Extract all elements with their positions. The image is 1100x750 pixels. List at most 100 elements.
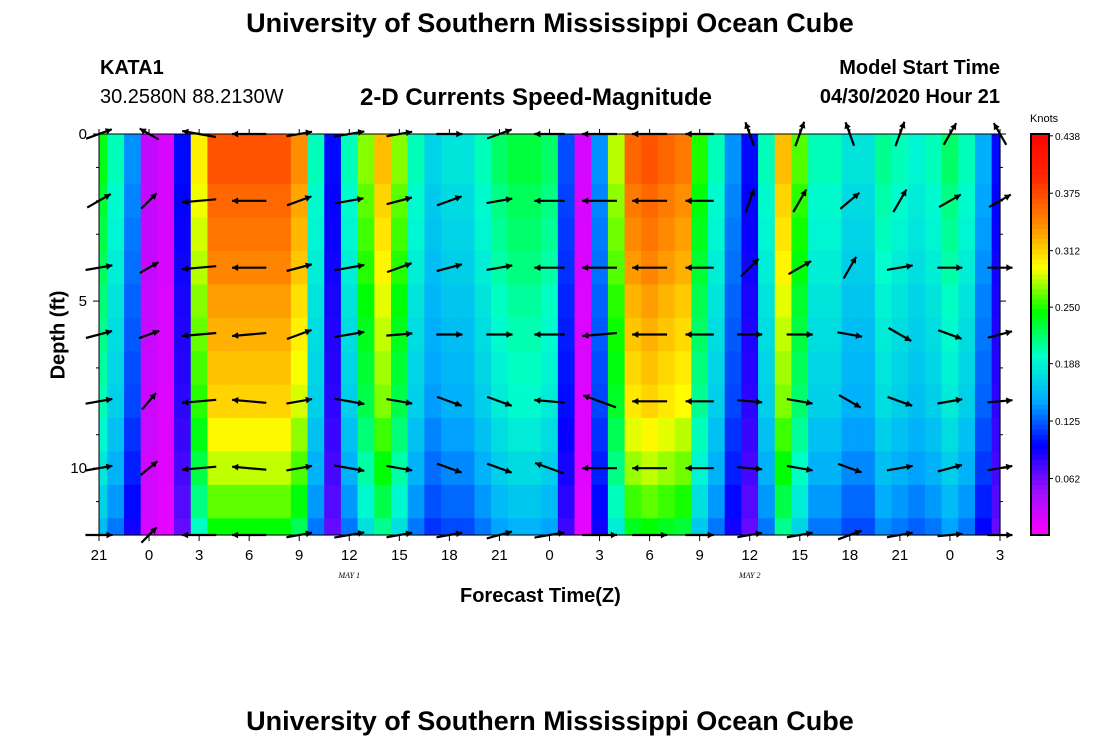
colorbar-segment [1031,474,1049,481]
heatmap-cell [457,184,476,219]
heatmap-cell [424,351,442,386]
heatmap-cell [390,217,409,252]
heatmap-cell [808,184,826,219]
heatmap-cell [507,317,526,352]
current-vector [181,198,217,206]
current-vector [888,327,912,342]
heatmap-cell [924,284,943,319]
heatmap-cell [99,418,108,453]
colorbar-tick-label: 0.250 [1055,303,1080,314]
heatmap-cell [607,217,626,252]
colorbar-segment [1031,234,1049,240]
heatmap-cell [958,317,976,352]
heatmap-cell [507,134,526,152]
heatmap-cell [190,217,209,252]
heatmap-cell [424,484,442,519]
heatmap-cell [657,217,676,252]
colorbar-segment [1031,279,1049,285]
heatmap-cell [941,217,959,252]
current-vector [737,398,763,406]
heatmap-cell [524,184,542,219]
heatmap-cell [958,384,976,419]
heatmap-cell [974,451,993,486]
heatmap-cell [207,351,225,386]
heatmap-cell [390,150,409,185]
heatmap-cell [107,317,125,352]
heatmap-cell [674,317,692,352]
current-vector [534,264,565,271]
heatmap-cell [274,518,292,536]
heatmap-cell [307,418,325,453]
heatmap-cell [207,217,225,252]
heatmap-cell [824,217,843,252]
heatmap-cell [124,518,142,536]
heatmap-cell [741,351,759,386]
colorbar-segment [1031,304,1049,311]
heatmap-cell [824,484,843,519]
model-start-value: 04/30/2020 Hour 21 [819,86,1000,108]
current-vector [892,188,908,213]
heatmap-cell [874,384,893,419]
heatmap-cell [924,518,943,536]
heatmap-cell [758,184,776,219]
heatmap-cell [374,451,392,486]
current-vector [737,465,763,473]
heatmap-cell [724,217,742,252]
heatmap-cell [424,317,442,352]
heatmap-cell [457,484,476,519]
heatmap-cell [941,518,959,536]
heatmap-cell [758,384,776,419]
current-vector [486,462,513,474]
colorbar-segment [1031,394,1049,401]
heatmap-cell [424,284,442,319]
heatmap-cell [340,150,359,185]
heatmap-cell [624,284,642,319]
heatmap-cell [791,217,809,252]
heatmap-cell [824,518,843,536]
x-tick-label: 0 [946,547,954,564]
heatmap-cell [858,451,876,486]
heatmap-cell [290,134,309,152]
heatmap-cell [908,351,926,386]
heatmap-cell [708,284,726,319]
x-tick-label: 0 [145,547,153,564]
heatmap-cell [824,284,843,319]
heatmap-cell [674,284,692,319]
colorbar-segment [1031,514,1049,521]
heatmap-cell [808,150,826,185]
x-tick-label: 9 [695,547,703,564]
heatmap-cell [758,217,776,252]
heatmap-cell [641,484,659,519]
heatmap-cell [624,351,642,386]
heatmap-cell [858,134,876,152]
x-tick-label: 6 [245,547,253,564]
heatmap-cell [841,150,859,185]
heatmap-cell [274,351,292,386]
heatmap-cell [557,351,576,386]
heatmap-cell [174,351,192,386]
heatmap-cell [407,451,425,486]
current-vector [232,264,267,271]
heatmap-cell [674,351,692,386]
heatmap-cell [357,351,375,386]
heatmap-cell [274,250,292,285]
heatmap-cell [507,150,526,185]
heatmap-cell [941,284,959,319]
heatmap-cell [140,418,158,453]
heatmap-cell [190,134,209,152]
current-vector [582,197,617,205]
heatmap-cell [874,317,893,352]
heatmap-cell [390,418,409,453]
heatmap-cell [374,317,392,352]
heatmap-cell [240,418,259,453]
heatmap-cell [357,518,375,536]
heatmap-cell [407,351,425,386]
heatmap-cell [724,284,742,319]
colorbar-segment [1031,229,1049,235]
heatmap-cell [791,351,809,386]
colorbar-segment [1031,269,1049,275]
heatmap-cell [691,518,709,536]
colorbar-segment [1031,479,1049,486]
heatmap-cell [524,284,542,319]
colorbar-segment [1031,219,1049,225]
